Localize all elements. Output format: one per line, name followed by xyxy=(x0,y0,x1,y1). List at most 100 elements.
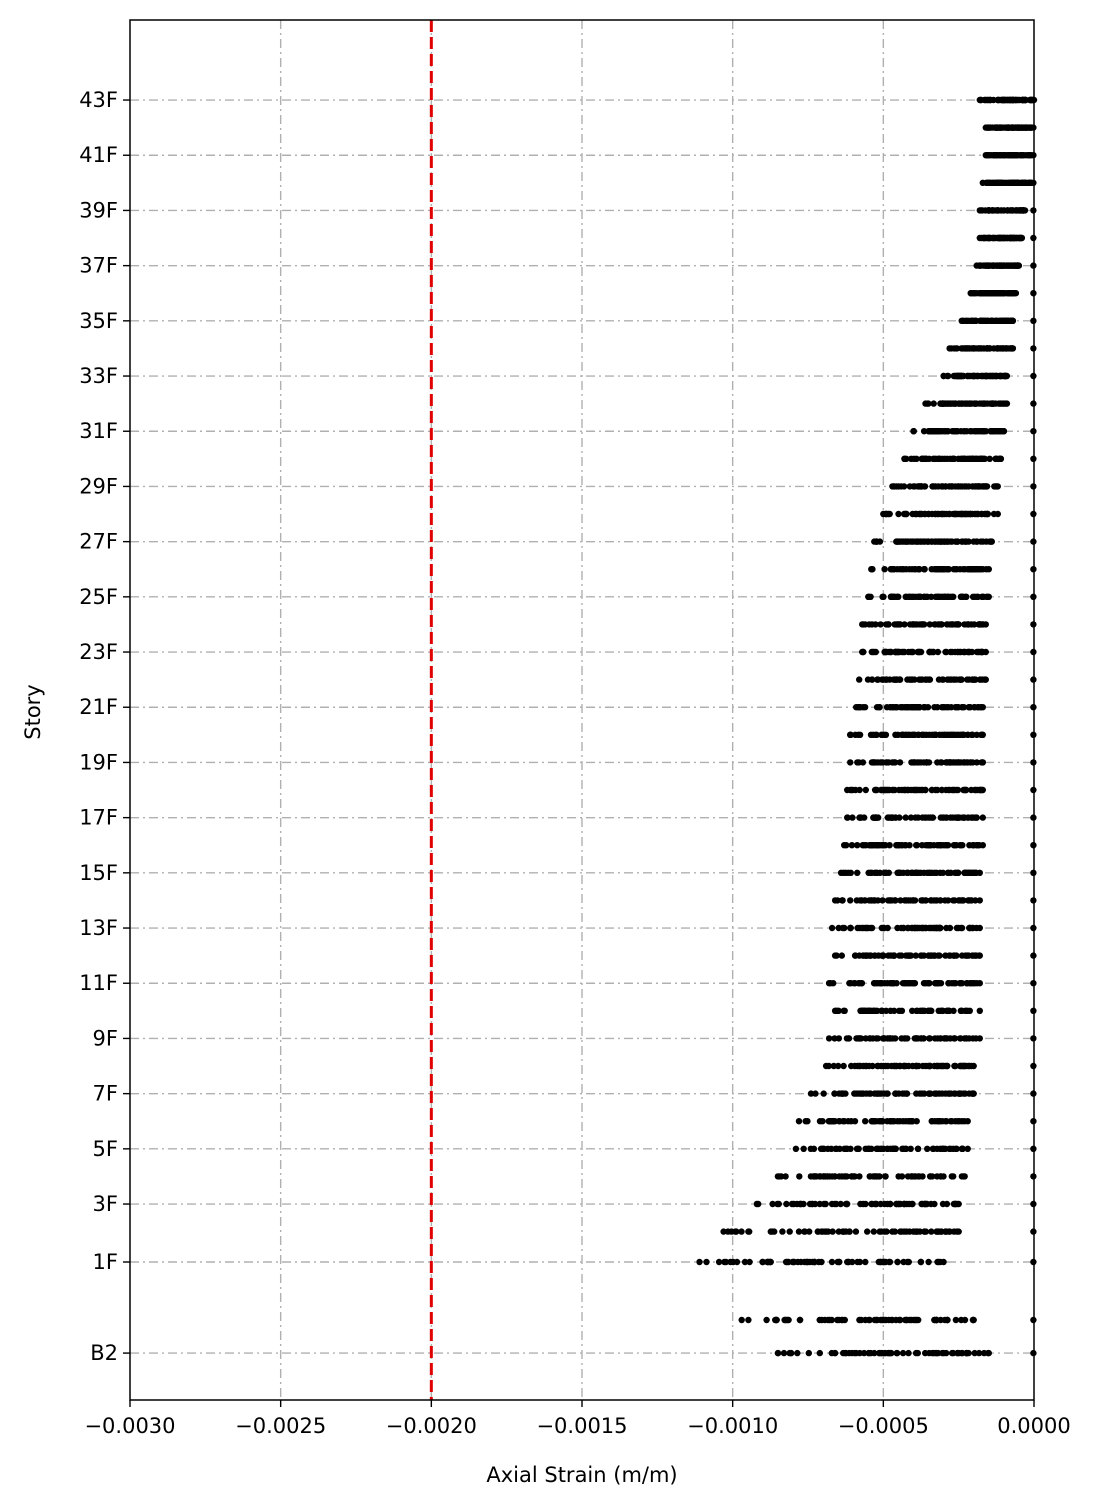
data-point xyxy=(905,1349,912,1357)
data-point xyxy=(961,1062,968,1070)
data-point xyxy=(925,538,932,545)
data-point xyxy=(812,1200,819,1208)
data-point xyxy=(916,1007,924,1014)
data-point xyxy=(955,1228,962,1235)
data-point xyxy=(896,676,903,683)
data-point xyxy=(949,621,956,628)
data-point xyxy=(1012,290,1020,297)
data-point xyxy=(920,428,928,435)
data-point xyxy=(938,731,946,738)
y-tick-label: 7F xyxy=(93,1082,118,1106)
data-point xyxy=(904,1258,911,1266)
data-point xyxy=(943,1316,951,1324)
data-point xyxy=(952,980,959,987)
data-point xyxy=(921,566,928,573)
data-point xyxy=(1022,152,1030,159)
data-point xyxy=(981,234,989,242)
data-point xyxy=(985,290,992,297)
data-point xyxy=(924,980,931,987)
data-point xyxy=(952,428,960,435)
data-point xyxy=(957,483,964,490)
data-point xyxy=(909,1007,916,1014)
data-point xyxy=(944,676,951,683)
data-point xyxy=(966,1090,973,1097)
data-point xyxy=(913,842,920,849)
data-point xyxy=(979,538,987,545)
data-point xyxy=(857,1200,864,1208)
y-tick-label: 35F xyxy=(79,309,118,333)
data-point xyxy=(951,842,958,849)
data-point xyxy=(1012,96,1019,104)
data-point xyxy=(921,1090,928,1097)
data-point xyxy=(943,731,950,738)
data-point xyxy=(973,262,980,269)
data-point xyxy=(980,428,988,435)
data-point xyxy=(972,814,979,821)
data-point xyxy=(816,1349,823,1357)
data-point xyxy=(868,676,876,683)
data-point xyxy=(889,1228,896,1235)
data-point xyxy=(836,1118,843,1125)
data-point xyxy=(940,1258,947,1266)
data-point xyxy=(869,842,876,849)
data-point xyxy=(811,1258,818,1266)
data-point xyxy=(908,648,916,656)
data-point xyxy=(871,1200,879,1208)
data-point xyxy=(866,1035,873,1042)
data-point xyxy=(820,1090,827,1097)
data-point xyxy=(940,1145,947,1153)
data-point xyxy=(913,1118,920,1125)
data-point xyxy=(769,1200,776,1208)
data-point xyxy=(880,593,887,600)
data-point xyxy=(825,980,833,987)
data-point xyxy=(958,317,965,324)
data-point xyxy=(892,648,899,656)
data-point xyxy=(880,1316,888,1324)
data-point xyxy=(878,786,885,794)
data-point xyxy=(909,1200,916,1208)
data-point xyxy=(840,1007,847,1014)
data-point xyxy=(901,455,908,462)
data-point xyxy=(982,372,989,380)
data-point xyxy=(935,455,942,462)
data-point xyxy=(1000,152,1007,159)
data-point xyxy=(886,510,893,518)
data-point xyxy=(910,455,918,462)
data-point xyxy=(886,786,893,794)
data-point xyxy=(873,980,880,987)
data-point xyxy=(839,1090,846,1097)
data-point xyxy=(920,704,928,711)
data-point xyxy=(959,704,966,711)
data-point xyxy=(943,648,950,656)
data-point xyxy=(973,538,981,545)
data-point xyxy=(881,980,888,987)
data-point xyxy=(926,1173,934,1180)
data-point xyxy=(951,1062,958,1070)
data-point xyxy=(786,1228,793,1235)
data-point xyxy=(910,428,917,435)
data-point xyxy=(854,842,861,849)
data-point xyxy=(976,207,983,214)
y-tick-label: 11F xyxy=(79,971,118,995)
data-point xyxy=(908,759,915,766)
data-point xyxy=(834,1258,841,1266)
data-point xyxy=(880,924,888,932)
data-point xyxy=(967,897,975,904)
data-point xyxy=(969,676,976,683)
data-point xyxy=(949,814,956,821)
data-point xyxy=(880,510,887,518)
data-point xyxy=(895,510,902,518)
data-point xyxy=(927,952,934,959)
data-point xyxy=(980,1349,988,1357)
data-point xyxy=(901,621,908,628)
data-point xyxy=(907,814,915,821)
data-point xyxy=(828,924,836,932)
data-point xyxy=(898,1228,905,1235)
data-point xyxy=(1003,124,1011,131)
data-point xyxy=(953,676,960,683)
data-point xyxy=(901,1090,908,1097)
data-point xyxy=(938,621,945,628)
data-point xyxy=(971,345,978,352)
data-point xyxy=(908,676,915,683)
data-point xyxy=(918,621,926,628)
